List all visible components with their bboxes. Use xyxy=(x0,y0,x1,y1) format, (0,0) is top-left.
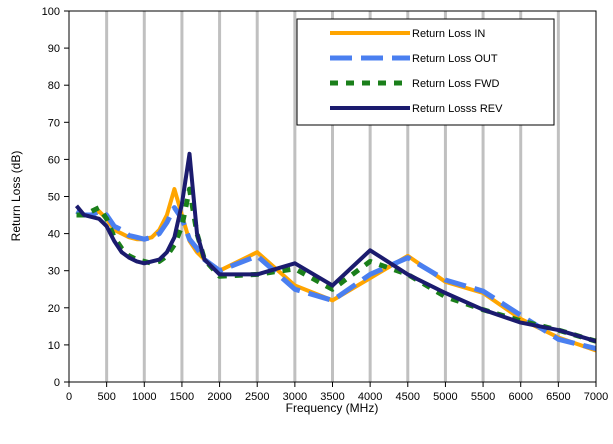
x-tick-label: 6500 xyxy=(546,391,570,403)
x-tick-label: 7000 xyxy=(584,391,608,403)
legend-label: Return Loss IN xyxy=(412,28,485,40)
y-tick-label: 50 xyxy=(48,192,60,204)
x-tick-label: 2000 xyxy=(207,391,231,403)
x-tick-label: 4500 xyxy=(396,391,420,403)
y-axis-title: Return Loss (dB) xyxy=(9,151,23,242)
legend: Return Loss IN Return Loss OUT Return Loss… xyxy=(297,19,554,125)
x-tick-label: 5500 xyxy=(471,391,495,403)
y-tick-label: 20 xyxy=(48,303,60,315)
y-tick-label: 100 xyxy=(42,6,60,18)
legend-label: Return Loss FWD xyxy=(412,78,499,90)
x-tick-label: 0 xyxy=(66,391,72,403)
x-tick-label: 1000 xyxy=(132,391,156,403)
y-tick-label: 90 xyxy=(48,43,60,55)
x-tick-label: 2500 xyxy=(245,391,269,403)
y-tick-label: 70 xyxy=(48,117,60,129)
x-tick-label: 5000 xyxy=(433,391,457,403)
y-tick-label: 60 xyxy=(48,154,60,166)
x-tick-label: 1500 xyxy=(170,391,194,403)
x-tick-label: 6000 xyxy=(508,391,532,403)
y-tick-label: 30 xyxy=(48,266,60,278)
x-tick-label: 500 xyxy=(97,391,115,403)
legend-label: Return Loss OUT xyxy=(412,53,498,65)
y-tick-label: 10 xyxy=(48,340,60,352)
y-tick-label: 0 xyxy=(54,377,60,389)
y-tick-label: 80 xyxy=(48,80,60,92)
y-tick-labels: 0 10 20 30 40 50 60 70 80 90 100 xyxy=(42,6,60,389)
y-tick-label: 40 xyxy=(48,229,60,241)
x-axis-title: Frequency (MHz) xyxy=(286,401,379,415)
legend-label: Return Losss REV xyxy=(412,103,503,115)
